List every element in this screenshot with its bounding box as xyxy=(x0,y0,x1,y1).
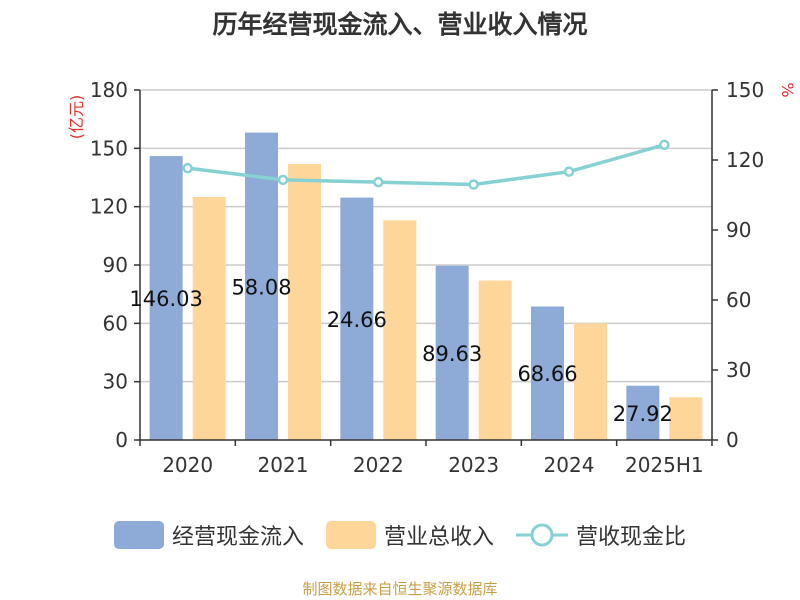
right-tick-label: 90 xyxy=(726,218,751,242)
legend-swatch-cash-inflow xyxy=(113,521,164,549)
bar-cash-inflow[interactable] xyxy=(149,156,183,440)
bar-labels: 146.03 58.08 24.66 89.63 68.66 27.92 xyxy=(129,275,672,426)
left-tick-label: 30 xyxy=(103,370,128,394)
bars xyxy=(149,132,703,440)
legend-line-circle-icon xyxy=(516,523,568,547)
right-tick-label: 150 xyxy=(726,78,764,102)
bar-value-label: 89.63 xyxy=(422,342,482,366)
axes: 0 30 60 90 120 150 180 0 30 60 90 120 150 2020 2021 202… xyxy=(90,78,764,477)
right-tick-label: 120 xyxy=(726,148,764,172)
left-axis-unit: (亿元) xyxy=(67,95,86,140)
cash-ratio-point[interactable] xyxy=(182,162,193,174)
x-tick-label: 2020 xyxy=(162,453,213,477)
x-tick-label: 2022 xyxy=(353,453,404,477)
bar-revenue[interactable] xyxy=(574,323,607,440)
right-tick-label: 0 xyxy=(726,428,739,452)
bar-value-label: 68.66 xyxy=(517,362,577,386)
x-tick-label: 2023 xyxy=(448,453,499,477)
legend-label-revenue: 营业总收入 xyxy=(383,525,494,550)
cash-ratio-point[interactable] xyxy=(277,174,289,186)
cash-ratio-point[interactable] xyxy=(468,179,479,190)
legend-label-cash-inflow: 经营现金流入 xyxy=(171,525,304,550)
bar-value-label: 58.08 xyxy=(231,275,291,299)
left-tick-label: 0 xyxy=(115,428,128,452)
chart-title: 历年经营现金流入、营业收入情况 xyxy=(212,10,587,39)
line-series xyxy=(182,139,670,190)
bar-cash-inflow[interactable] xyxy=(435,265,469,440)
left-tick-label: 120 xyxy=(90,195,128,219)
legend-item-cash-ratio[interactable]: 营收现金比 xyxy=(516,519,686,551)
gridlines xyxy=(140,89,712,383)
bar-cash-inflow[interactable] xyxy=(340,197,374,440)
left-tick-label: 150 xyxy=(90,136,128,160)
x-tick-label: 2024 xyxy=(544,453,595,477)
cash-ratio-point[interactable] xyxy=(563,166,575,177)
left-tick-label: 90 xyxy=(103,253,128,277)
bar-cash-inflow[interactable] xyxy=(245,132,278,440)
bar-revenue[interactable] xyxy=(669,397,703,440)
legend-item-cash-inflow[interactable]: 经营现金流入 xyxy=(113,519,304,551)
bar-cash-inflow[interactable] xyxy=(626,385,660,440)
bar-revenue[interactable] xyxy=(192,196,226,440)
bar-value-label: 27.92 xyxy=(613,402,673,426)
x-tick-label: 2021 xyxy=(258,453,309,477)
x-tick-label: 2025H1 xyxy=(625,453,704,477)
legend-swatch-revenue xyxy=(325,521,376,549)
legend-item-revenue[interactable]: 营业总收入 xyxy=(325,519,494,551)
bar-revenue[interactable] xyxy=(478,280,512,440)
bar-revenue[interactable] xyxy=(383,220,417,440)
bar-cash-inflow[interactable] xyxy=(531,306,564,440)
cash-ratio-point[interactable] xyxy=(659,139,670,151)
right-tick-label: 60 xyxy=(726,288,751,312)
source-note: 制图数据来自恒生聚源数据库 xyxy=(302,580,498,598)
right-tick-label: 30 xyxy=(726,358,751,382)
bar-value-label: 24.66 xyxy=(327,308,387,332)
left-tick-label: 180 xyxy=(90,78,128,102)
legend: 经营现金流入 营业总收入 营收现金比 xyxy=(0,515,800,555)
cash-ratio-line xyxy=(187,143,665,187)
left-tick-label: 60 xyxy=(103,311,128,335)
bar-revenue[interactable] xyxy=(288,163,321,440)
right-axis-unit: % xyxy=(778,82,797,97)
cash-ratio-point[interactable] xyxy=(373,176,384,188)
bar-value-label: 146.03 xyxy=(129,287,202,311)
legend-label-cash-ratio: 营收现金比 xyxy=(576,525,687,550)
